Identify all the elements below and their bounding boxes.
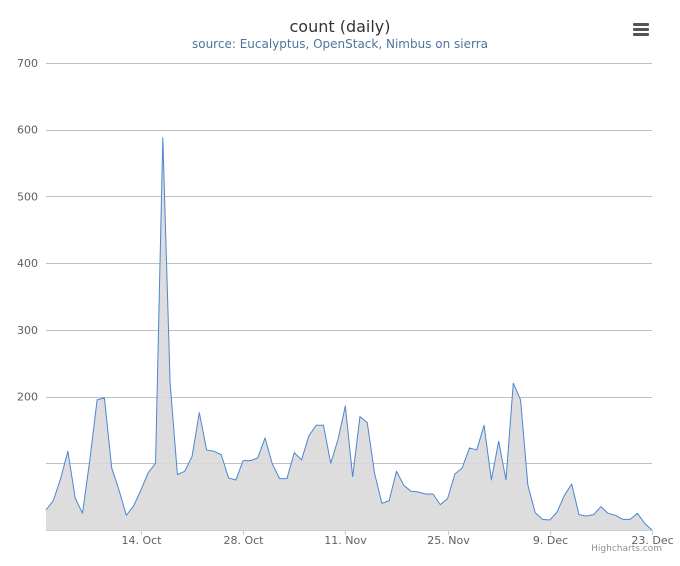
x-tick-label: 23. Dec bbox=[631, 534, 673, 547]
y-tick-label: 600 bbox=[17, 124, 38, 137]
x-tick-label: 14. Oct bbox=[121, 534, 162, 547]
x-tick-label: 9. Dec bbox=[533, 534, 568, 547]
y-tick-label: 700 bbox=[17, 57, 38, 70]
y-tick-label: 200 bbox=[17, 391, 38, 404]
y-tick-label: 300 bbox=[17, 324, 38, 337]
y-tick-label: 400 bbox=[17, 257, 38, 270]
credits-link[interactable]: Highcharts.com bbox=[591, 544, 662, 554]
series-area bbox=[46, 137, 652, 530]
x-tick-label: 25. Nov bbox=[427, 534, 470, 547]
x-tick-label: 11. Nov bbox=[324, 534, 367, 547]
y-tick-label: 500 bbox=[17, 190, 38, 203]
chart-subtitle: source: Eucalyptus, OpenStack, Nimbus on… bbox=[191, 37, 489, 51]
menu-icon[interactable] bbox=[628, 18, 654, 40]
series-line bbox=[45, 137, 653, 531]
x-tick-label: 28. Oct bbox=[223, 534, 264, 547]
chart-title: count (daily) bbox=[289, 17, 391, 36]
